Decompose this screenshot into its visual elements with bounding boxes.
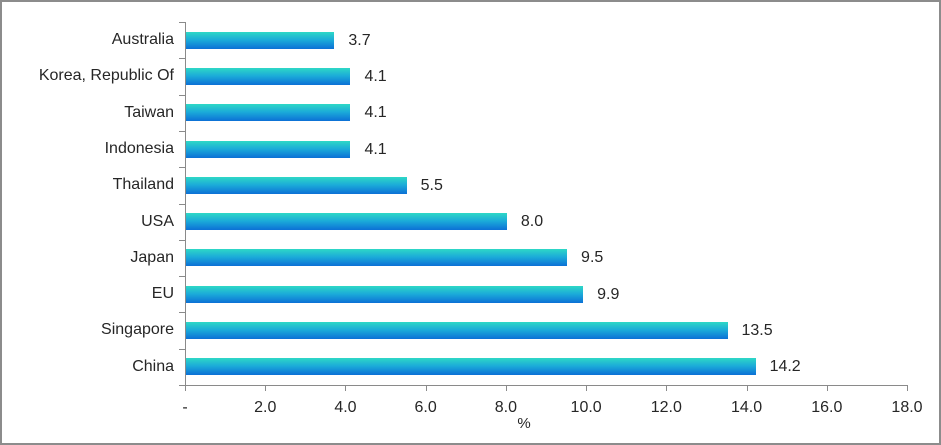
category-axis-tick (179, 130, 185, 132)
value-axis-tick (505, 385, 507, 391)
value-axis-tick (746, 385, 748, 391)
value-axis-tick-label: - (182, 399, 188, 416)
value-axis-tick (345, 385, 347, 391)
bar (186, 249, 568, 267)
value-label: 13.5 (741, 322, 773, 340)
category-label: China (132, 357, 174, 375)
value-axis-tick-label: 12.0 (650, 399, 682, 416)
category-label: Singapore (101, 321, 174, 339)
x-axis-title: % (517, 415, 531, 432)
bar (186, 31, 335, 49)
plot-area: 3.7 4.1 4.1 4.1 5.5 8.0 9.5 9.9 13.5 14.2 (185, 22, 908, 386)
value-axis-tick (826, 385, 828, 391)
value-label: 3.7 (348, 31, 371, 49)
category-label: Korea, Republic Of (38, 67, 174, 85)
bar (186, 285, 584, 303)
bar (186, 140, 351, 158)
value-axis-tick-label: 6.0 (414, 399, 437, 416)
category-label: Australia (111, 31, 174, 48)
bar (186, 213, 507, 231)
bar (186, 104, 351, 122)
value-label: 9.5 (581, 249, 604, 267)
value-axis-tick (425, 385, 427, 391)
value-axis-tick-label: 10.0 (570, 399, 602, 416)
category-label: Indonesia (104, 139, 174, 157)
category-axis-tick (179, 276, 185, 278)
value-label: 14.2 (769, 358, 801, 376)
category-label: Thailand (112, 176, 174, 194)
category-label: USA (141, 212, 174, 230)
bar (186, 176, 407, 194)
bar (186, 67, 351, 85)
value-axis-tick-label: 14.0 (730, 399, 763, 416)
value-label: 4.1 (364, 67, 387, 85)
category-label: EU (151, 285, 174, 303)
value-axis-tick (666, 385, 668, 391)
value-axis-tick (185, 385, 186, 391)
category-axis-tick (179, 239, 185, 241)
value-axis-tick (586, 385, 588, 391)
value-axis-tick-label: 4.0 (334, 399, 357, 416)
value-label: 4.1 (364, 140, 387, 158)
value-axis-tick-label: 18.0 (891, 399, 923, 416)
bar (186, 358, 756, 376)
value-label: 9.9 (597, 285, 620, 303)
category-axis-tick (179, 385, 185, 386)
value-label: 8.0 (520, 213, 544, 231)
category-axis-tick (179, 312, 185, 314)
category-label: Japan (130, 248, 174, 266)
value-axis-tick-label: 2.0 (254, 399, 277, 416)
category-axis-tick (179, 58, 185, 60)
value-axis-tick-label: 8.0 (494, 399, 517, 416)
value-axis-tick (265, 385, 267, 391)
value-axis-tick (907, 385, 908, 391)
category-axis-tick (179, 94, 185, 96)
value-label: 5.5 (420, 176, 443, 194)
category-label: Taiwan (124, 103, 174, 121)
category-axis-tick (179, 167, 185, 169)
value-axis-tick-label: 16.0 (811, 399, 843, 416)
category-axis-tick (179, 348, 185, 350)
bar (186, 322, 728, 340)
value-label: 4.1 (364, 104, 387, 122)
category-axis-tick (179, 203, 185, 205)
category-axis-tick (179, 22, 185, 23)
